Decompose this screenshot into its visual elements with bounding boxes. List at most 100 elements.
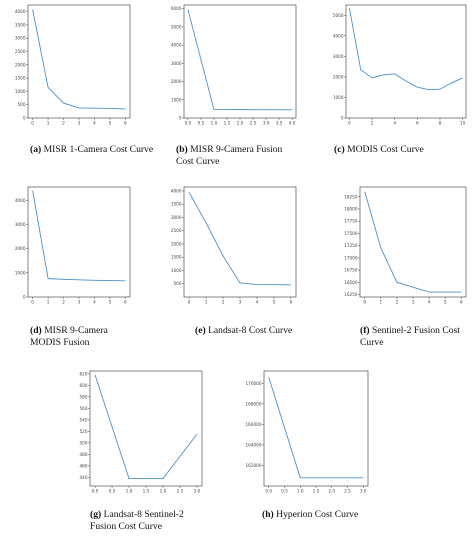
x-tick-label: 4 — [93, 300, 96, 305]
y-tick-label: 170000 — [246, 381, 262, 386]
plot-frame — [183, 4, 297, 119]
caption-h: (h) Hyperion Cost Curve — [262, 509, 372, 521]
caption-e: (e) Landsat-8 Cost Curve — [195, 325, 295, 337]
y-tick-label: 5000 — [333, 13, 344, 18]
x-tick-label: 4 — [428, 300, 431, 305]
y-tick-label: 2000 — [15, 62, 26, 67]
x-tick-label: 1.0 — [211, 121, 218, 126]
y-tick-label: 580 — [80, 394, 88, 399]
x-tick-label: 0.0 — [92, 489, 99, 494]
x-tick-label: 2 — [371, 121, 374, 126]
x-tick-label: 1.5 — [143, 489, 150, 494]
plot-frame — [27, 186, 131, 298]
y-tick-label: 18000 — [344, 207, 358, 212]
caption-a-text: MISR 1-Camera Cost Curve — [43, 144, 154, 155]
caption-b: (b) MISR 9-Camera Fusion Cost Curve — [176, 144, 301, 168]
y-tick-label: 5000 — [171, 24, 182, 29]
y-tick-label: 4000 — [171, 43, 182, 48]
y-tick-label: 1000 — [171, 268, 182, 273]
caption-e-letter: (e) — [195, 325, 206, 336]
panel-g: 0.0 0.5 1.0 1.5 2.0 2.5 3.0 440 460 480 500 520 540 5… — [78, 366, 208, 506]
y-tick-label: 6000 — [171, 6, 182, 11]
y-tick-label: 4000 — [15, 9, 26, 14]
y-tick-label: 3000 — [15, 36, 26, 41]
x-tick-label: 3.0 — [360, 489, 367, 494]
y-tick-label: 0 — [23, 116, 26, 121]
chart-h: 0.0 0.5 1.0 1.5 2.0 2.5 3.0 162000 164000 166000 1… — [246, 370, 369, 494]
y-tick-label: 3500 — [171, 202, 182, 207]
x-tick-label: 0.5 — [198, 121, 205, 126]
x-tick-label: 6 — [124, 300, 127, 305]
caption-b-text: MISR 9-Camera Fusion Cost Curve — [176, 144, 283, 167]
y-tick-label: 3500 — [15, 22, 26, 27]
x-tick-label: 1.0 — [297, 489, 304, 494]
x-tick-label: 0 — [363, 300, 366, 305]
x-tick-label: 0 — [31, 121, 34, 126]
plot-frame — [27, 4, 131, 119]
cost-curve-line — [364, 191, 462, 293]
x-tick-label: 1.0 — [126, 489, 133, 494]
caption-g-text: Landsat-8 Sentinel-2 Fusion Cost Curve — [90, 509, 184, 532]
y-tick-label: 4000 — [171, 188, 182, 193]
caption-f: (f) Sentinel-2 Fusion Cost Curve — [360, 325, 460, 349]
chart-g: 0.0 0.5 1.0 1.5 2.0 2.5 3.0 440 460 480 500 520 540 5… — [80, 370, 203, 494]
y-tick-label: 1000 — [15, 89, 26, 94]
y-tick-label: 1000 — [333, 95, 344, 100]
y-tick-label: 164000 — [246, 442, 262, 447]
y-tick-label: 500 — [18, 102, 26, 107]
plot-frame — [183, 186, 297, 298]
caption-b-letter: (b) — [176, 144, 188, 155]
y-tick-label: 2000 — [171, 79, 182, 84]
y-tick-label: 2500 — [15, 49, 26, 54]
x-tick-label: 6 — [124, 121, 127, 126]
panel-b: 0.0 0.5 1.0 1.5 2.0 2.5 3.0 3.5 4.0 0 1000 2000 3000… — [171, 0, 302, 140]
y-tick-label: 18250 — [344, 194, 358, 199]
caption-c: (c) MODIS Cost Curve — [334, 144, 469, 156]
x-tick-label: 1 — [205, 300, 208, 305]
caption-f-text: Sentinel-2 Fusion Cost Curve — [360, 325, 460, 348]
y-tick-label: 460 — [80, 463, 88, 468]
y-tick-label: 168000 — [246, 401, 262, 406]
cost-curve-line — [188, 192, 291, 286]
x-tick-label: 2.0 — [160, 489, 167, 494]
cost-curve-line — [94, 374, 198, 479]
x-tick-label: 0 — [31, 300, 34, 305]
cost-curve-line — [187, 9, 293, 111]
x-tick-label: 2.5 — [344, 489, 351, 494]
x-tick-label: 5 — [109, 300, 112, 305]
y-tick-label: 1000 — [171, 97, 182, 102]
x-tick-label: 1.5 — [224, 121, 231, 126]
x-tick-label: 5 — [273, 300, 276, 305]
y-tick-label: 16250 — [344, 292, 358, 297]
y-tick-label: 440 — [80, 475, 88, 480]
chart-d: 0 1 2 3 4 5 6 0 1000 2000 3000 4000 — [15, 186, 131, 305]
y-tick-label: 3000 — [171, 215, 182, 220]
y-tick-label: 17750 — [344, 219, 358, 224]
x-tick-label: 0.5 — [109, 489, 116, 494]
x-tick-label: 5 — [444, 300, 447, 305]
x-tick-label: 6 — [290, 300, 293, 305]
x-tick-label: 0 — [348, 121, 351, 126]
y-tick-label: 162000 — [246, 463, 262, 468]
caption-h-text: Hyperion Cost Curve — [276, 509, 359, 520]
chart-e: 0 1 2 3 4 5 6 500 1000 1500 2000 2500 3000 3500 4000 — [171, 186, 297, 305]
panel-f: 0 1 2 3 4 5 6 16250 16500 16750 17000 17250 17500 177… — [332, 182, 470, 322]
y-tick-label: 2500 — [171, 228, 182, 233]
panel-d: 0 1 2 3 4 5 6 0 1000 2000 3000 4000 — [15, 182, 142, 322]
plot-frame — [345, 4, 467, 119]
y-tick-label: 0 — [341, 116, 344, 121]
x-tick-label: 4 — [256, 300, 259, 305]
y-tick-label: 0 — [179, 116, 182, 121]
plot-frame — [359, 186, 467, 298]
chart-f: 0 1 2 3 4 5 6 16250 16500 16750 17000 17250 17500 177… — [344, 186, 467, 305]
chart-c: 0 2 4 6 8 10 0 1000 2000 3000 4000 5000 — [333, 4, 467, 126]
x-tick-label: 2.5 — [177, 489, 184, 494]
y-tick-label: 0 — [23, 295, 26, 300]
y-tick-label: 3000 — [15, 222, 26, 227]
y-tick-label: 2000 — [171, 241, 182, 246]
plot-frame — [263, 370, 369, 487]
x-tick-label: 2 — [62, 121, 65, 126]
x-tick-label: 1.5 — [313, 489, 320, 494]
y-tick-label: 500 — [174, 281, 182, 286]
y-tick-label: 17000 — [344, 255, 358, 260]
